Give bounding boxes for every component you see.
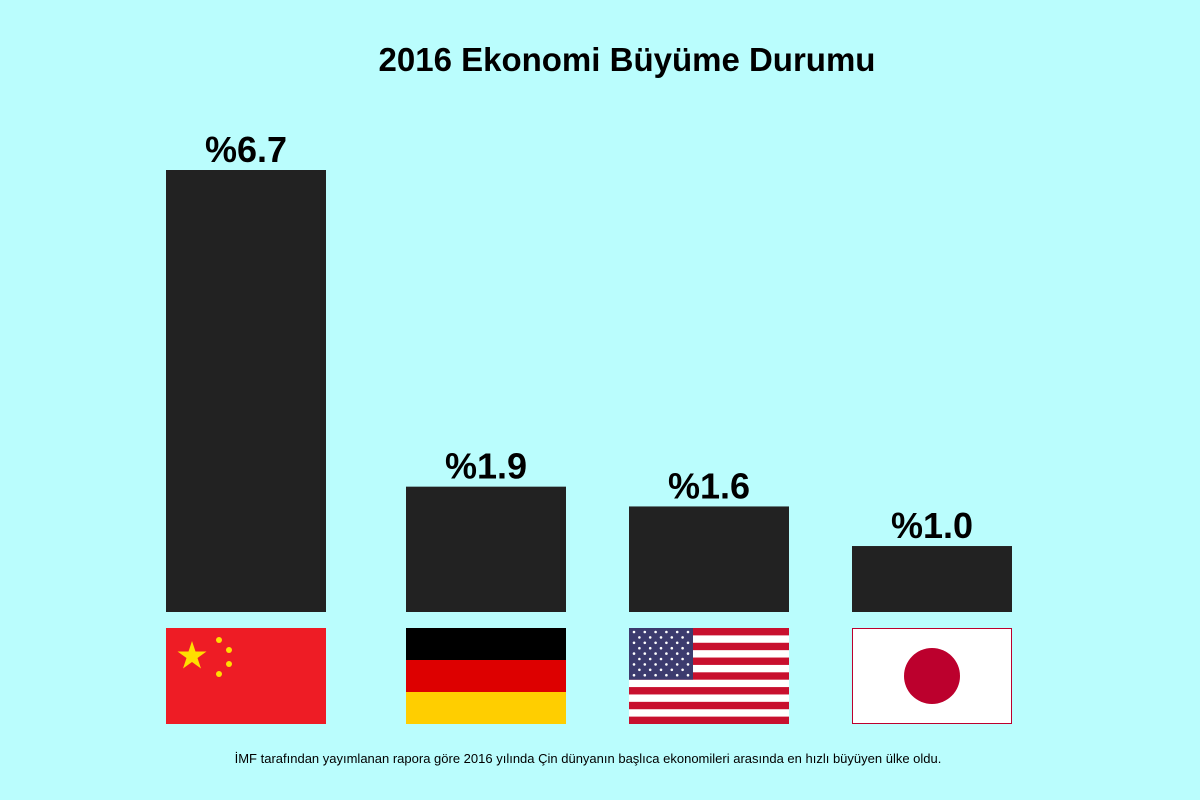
flag-star	[643, 630, 647, 634]
flag-star	[659, 657, 663, 661]
flag-star	[648, 668, 652, 672]
flag-star	[686, 673, 690, 677]
flag-star	[638, 646, 641, 650]
bar	[406, 486, 566, 612]
flag-star	[648, 657, 652, 661]
flag-stripe	[629, 657, 789, 665]
value-label: %6.7	[205, 129, 287, 170]
flag-star	[654, 630, 657, 634]
flag-star	[665, 663, 668, 666]
flag-star	[638, 657, 641, 661]
flag-japan	[852, 628, 1012, 724]
flag-star	[686, 652, 690, 655]
flag-star	[686, 630, 690, 634]
flag-stripe	[629, 672, 789, 680]
flag-stripe	[629, 716, 789, 724]
flag-stripe	[629, 701, 789, 710]
footnote: İMF tarafından yayımlanan rapora göre 20…	[235, 751, 942, 766]
value-label: %1.9	[445, 446, 527, 487]
flag-star	[643, 663, 647, 666]
flag-star	[659, 646, 663, 650]
flag-star	[675, 673, 679, 677]
flag-star	[681, 668, 684, 672]
bar	[166, 170, 326, 612]
flag-star	[632, 630, 636, 634]
flag-star	[665, 652, 668, 655]
flag-star	[681, 636, 684, 639]
flag-star	[643, 641, 647, 645]
value-label: %1.0	[891, 505, 973, 546]
flag-star	[665, 673, 668, 677]
flag-star	[675, 630, 679, 634]
flag-star	[686, 641, 690, 645]
flag-star	[654, 673, 657, 677]
flag-star	[681, 657, 684, 661]
flag-star	[659, 668, 663, 672]
flag-canton	[629, 628, 693, 680]
flag-star	[632, 673, 636, 677]
bar	[629, 506, 789, 612]
flag-star	[681, 646, 684, 650]
flag-star	[632, 641, 636, 645]
flag-star	[643, 673, 647, 677]
flag-star	[675, 641, 679, 645]
flag-china	[166, 628, 326, 724]
bar	[852, 546, 1012, 612]
chart-title: 2016 Ekonomi Büyüme Durumu	[379, 41, 876, 78]
flag-star	[675, 663, 679, 666]
flag-star	[670, 636, 674, 639]
flag-germany	[406, 628, 566, 724]
flag-star	[632, 652, 636, 655]
value-label: %1.6	[668, 465, 750, 506]
flag-star	[648, 646, 652, 650]
flag-star	[665, 641, 668, 645]
flag-star	[670, 646, 674, 650]
flag-star	[686, 663, 690, 666]
flag-usa	[629, 628, 789, 724]
flag-star	[654, 641, 657, 645]
flag-star	[632, 663, 636, 666]
flag-star	[638, 636, 641, 639]
flag-star	[643, 652, 647, 655]
flag-star	[659, 636, 663, 639]
flag-stripe	[629, 628, 789, 636]
flag-stripe	[629, 687, 789, 695]
flag-stripe	[629, 642, 789, 651]
flag-star	[675, 652, 679, 655]
flag-star	[670, 668, 674, 672]
flag-star	[638, 668, 641, 672]
flag-star	[670, 657, 674, 661]
flag-star	[648, 636, 652, 639]
flag-star	[654, 652, 657, 655]
flag-star	[665, 630, 668, 634]
flag-star	[654, 663, 657, 666]
